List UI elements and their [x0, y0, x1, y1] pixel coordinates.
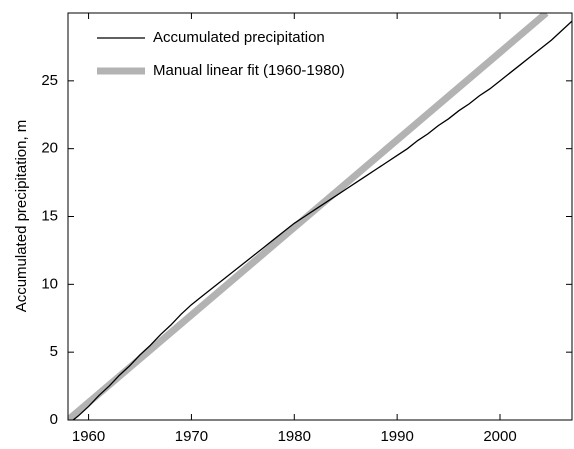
- data-line: [68, 13, 549, 420]
- y-tick-label: 20: [41, 140, 58, 157]
- y-tick-label: 25: [41, 72, 58, 89]
- y-tick-label: 0: [50, 411, 58, 428]
- y-tick-label: 5: [50, 343, 58, 360]
- plot-area: [68, 13, 572, 420]
- x-tick-label: 1990: [380, 428, 413, 445]
- legend-label: Accumulated precipitation: [153, 29, 325, 46]
- x-tick-label: 1970: [175, 428, 208, 445]
- y-tick-label: 10: [41, 275, 58, 292]
- data-line: [72, 20, 572, 420]
- x-tick-label: 1960: [72, 428, 105, 445]
- y-axis-label: Accumulated precipitation, m: [13, 120, 30, 313]
- x-tick-label: 2000: [483, 428, 516, 445]
- y-tick-label: 15: [41, 207, 58, 224]
- x-tick-label: 1980: [278, 428, 311, 445]
- legend-label: Manual linear fit (1960-1980): [153, 62, 345, 79]
